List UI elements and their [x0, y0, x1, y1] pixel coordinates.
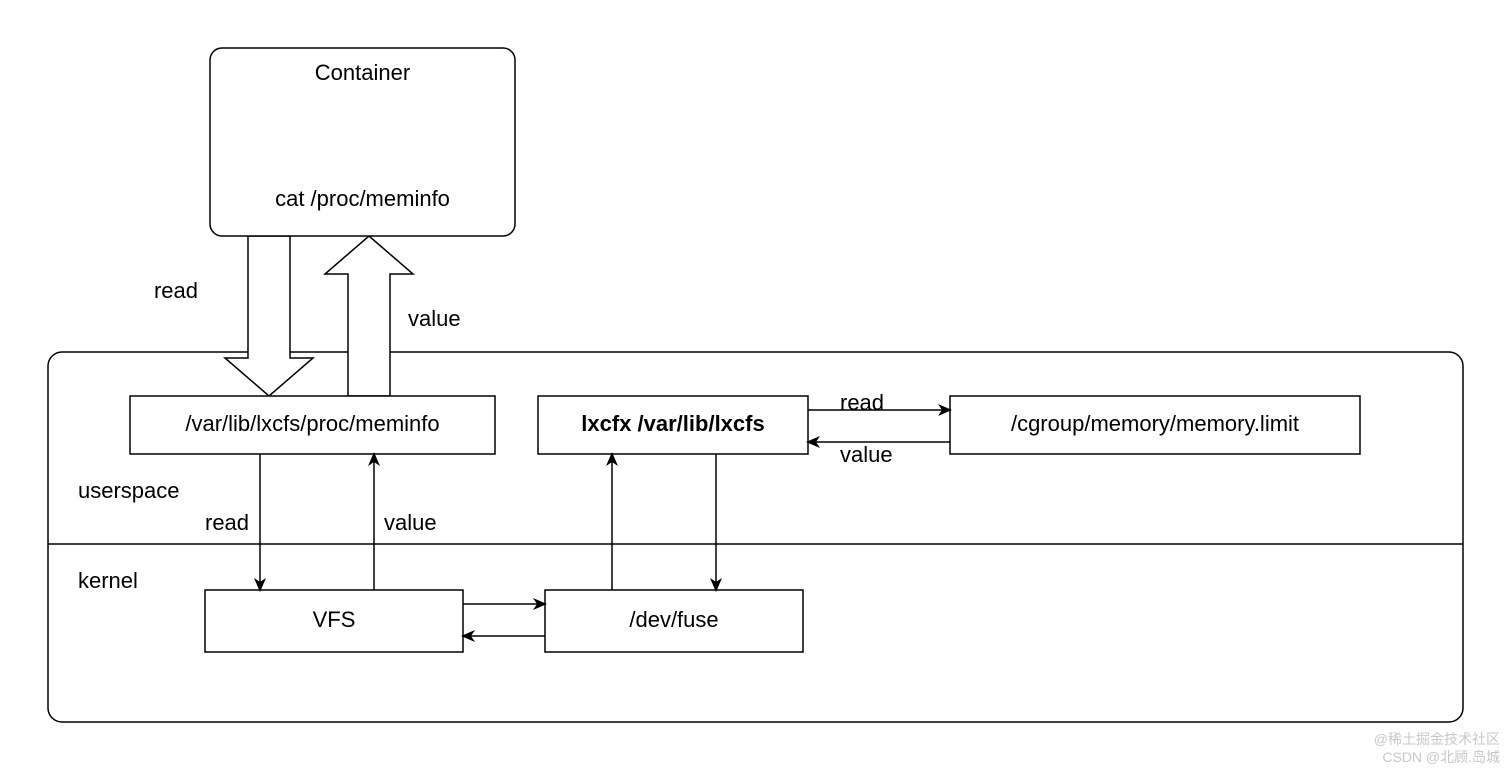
container-title: Container	[315, 60, 410, 85]
value-arrow-label: value	[408, 306, 461, 331]
arrow-label-7: value	[840, 442, 893, 467]
block-arrow-value: value	[325, 236, 461, 396]
devfuse-node: /dev/fuse	[545, 590, 803, 652]
meminfo-label: /var/lib/lxcfs/proc/meminfo	[185, 411, 439, 436]
devfuse-label: /dev/fuse	[629, 607, 718, 632]
watermark-line-1: @稀土掘金技术社区	[1374, 731, 1500, 747]
vfs-label: VFS	[313, 607, 356, 632]
watermark-line-2: CSDN @北顾.岛城	[1382, 749, 1500, 765]
cgroup-label: /cgroup/memory/memory.limit	[1011, 411, 1299, 436]
diagram-canvas: userspace kernel read value Container ca…	[0, 0, 1512, 776]
arrow-label-0: read	[205, 510, 249, 535]
block-arrow-read: read	[154, 236, 313, 396]
container-node: Container cat /proc/meminfo	[210, 48, 515, 236]
meminfo-node: /var/lib/lxcfs/proc/meminfo	[130, 396, 495, 454]
container-subtitle: cat /proc/meminfo	[275, 186, 450, 211]
kernel-label: kernel	[78, 568, 138, 593]
lxcfs-node: lxcfx /var/lib/lxcfs	[538, 396, 808, 454]
cgroup-node: /cgroup/memory/memory.limit	[950, 396, 1360, 454]
arrow-label-6: read	[840, 390, 884, 415]
read-arrow-label: read	[154, 278, 198, 303]
lxcfs-label: lxcfx /var/lib/lxcfs	[581, 411, 764, 436]
watermark: @稀土掘金技术社区 CSDN @北顾.岛城	[1374, 731, 1500, 765]
vfs-node: VFS	[205, 590, 463, 652]
arrow-label-1: value	[384, 510, 437, 535]
userspace-label: userspace	[78, 478, 180, 503]
